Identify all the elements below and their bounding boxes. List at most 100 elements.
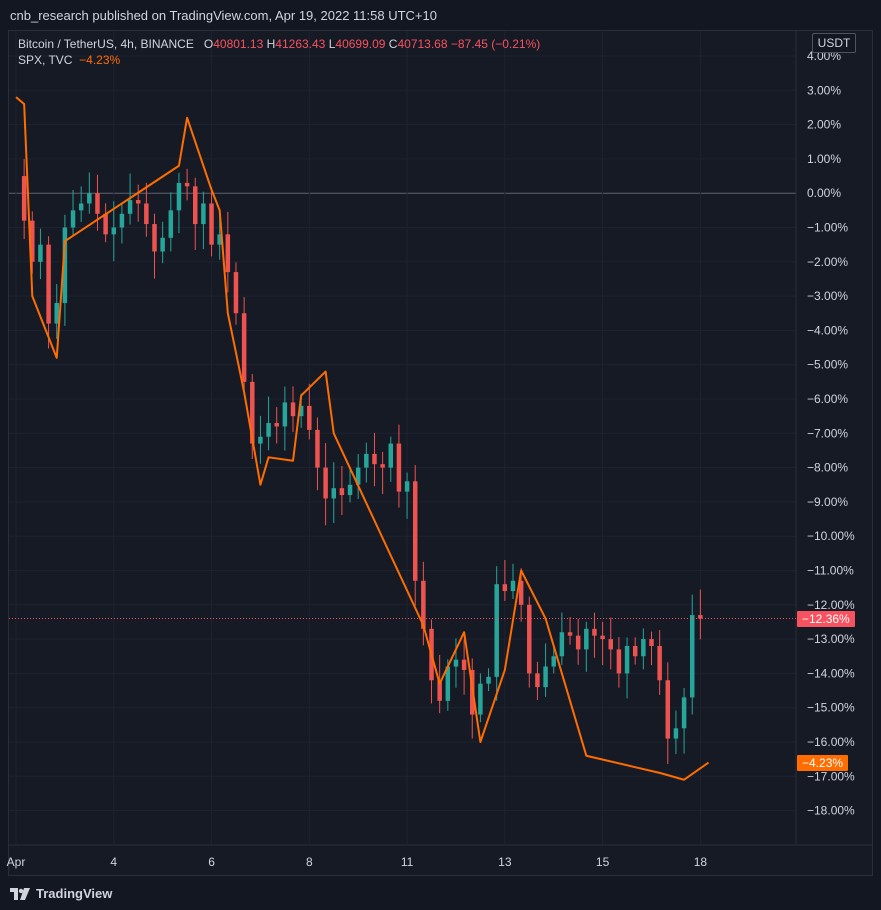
candle-body — [681, 697, 687, 729]
candle-body — [478, 683, 483, 715]
candle-body — [184, 182, 190, 187]
candle-body — [388, 443, 394, 468]
candle-body — [421, 580, 426, 629]
x-tick-label: 4 — [110, 855, 117, 869]
tradingview-logo[interactable]: TradingView — [10, 886, 112, 901]
candle-body — [355, 467, 361, 485]
y-tick-label: −4.00% — [807, 323, 848, 337]
candle-body — [54, 302, 59, 324]
legend-change: −87.45 (−0.21%) — [450, 37, 541, 51]
candle-body — [412, 481, 418, 581]
y-tick-label: −2.00% — [807, 255, 848, 269]
candle-body — [649, 639, 654, 646]
candle-body — [168, 210, 174, 238]
candle-body — [298, 405, 304, 417]
candle-body — [307, 405, 312, 430]
y-tick-label: −16.00% — [807, 735, 855, 749]
candle-body — [641, 639, 646, 657]
candle-body — [315, 429, 320, 468]
spx-line — [15, 96, 710, 781]
currency-button[interactable]: USDT — [812, 33, 856, 53]
legend-c-label: C — [388, 37, 398, 51]
candle-body — [70, 210, 76, 228]
y-tick-label: −10.00% — [807, 529, 855, 543]
legend-l-value: 40699.09 — [335, 37, 386, 51]
tradingview-brand: TradingView — [36, 886, 113, 901]
y-tick-label: −5.00% — [807, 358, 848, 372]
candle-body — [698, 615, 703, 619]
y-tick-label: 1.00% — [807, 152, 841, 166]
candle-body — [274, 423, 279, 427]
y-tick-label: 3.00% — [807, 83, 841, 97]
candle-body — [103, 213, 108, 235]
candle-body — [624, 645, 630, 674]
candle-body — [135, 200, 141, 204]
candle-body — [258, 436, 263, 444]
legend-o-label: O — [203, 37, 214, 51]
candle-body — [608, 639, 613, 650]
candle-body — [30, 220, 35, 262]
candle-body — [510, 580, 516, 592]
candle-body — [445, 666, 451, 701]
y-tick-label: 0.00% — [807, 186, 841, 200]
published-text: cnb_research published on TradingView.co… — [10, 8, 437, 23]
candle-body — [665, 680, 671, 739]
candle-body — [323, 467, 328, 499]
x-tick-label: Apr — [7, 855, 26, 869]
candle-body — [592, 628, 597, 636]
candle-body — [250, 381, 255, 444]
x-tick-label: 6 — [208, 855, 215, 869]
candle-body — [144, 203, 149, 225]
candle-body — [559, 632, 565, 657]
candle-body — [111, 227, 117, 235]
candle-body — [160, 237, 165, 252]
legend-spx-symbol[interactable]: SPX, TVC — [18, 53, 73, 67]
chart-frame[interactable] — [8, 30, 873, 876]
candle-body — [543, 666, 548, 688]
candle-body — [282, 402, 288, 427]
candle-body — [87, 193, 92, 204]
candle-body — [461, 659, 467, 670]
y-tick-label: −12.00% — [807, 598, 855, 612]
candle-body — [437, 680, 442, 701]
candle-body — [502, 584, 508, 592]
candle-body — [152, 224, 157, 252]
legend-spx-value: −4.23% — [79, 53, 121, 67]
y-tick-label: −3.00% — [807, 289, 848, 303]
btc-last-badge: −12.36% — [797, 610, 855, 627]
candle-body — [527, 604, 532, 674]
candle-body — [551, 656, 556, 667]
tradingview-logo-icon — [10, 887, 30, 900]
x-tick-label: 13 — [498, 855, 512, 869]
y-tick-label: −11.00% — [807, 564, 854, 578]
candle-body — [21, 176, 27, 221]
legend: Bitcoin / TetherUS, 4h, BINANCE O40801.1… — [18, 36, 540, 68]
y-tick-label: 2.00% — [807, 118, 841, 132]
y-tick-label: −17.00% — [807, 769, 855, 783]
y-tick-label: −1.00% — [807, 221, 848, 235]
y-tick-label: −7.00% — [807, 426, 848, 440]
y-tick-label: −18.00% — [807, 804, 855, 818]
y-tick-label: −6.00% — [807, 392, 848, 406]
candle-body — [331, 488, 336, 499]
candle-body — [95, 193, 100, 214]
legend-symbol[interactable]: Bitcoin / TetherUS, 4h, BINANCE — [18, 37, 194, 51]
candle-body — [584, 628, 589, 650]
candle-body — [225, 234, 231, 273]
candle-body — [217, 234, 222, 245]
candle-body — [632, 645, 638, 657]
candle-body — [266, 423, 271, 437]
y-tick-label: −13.00% — [807, 632, 855, 646]
candle-body — [241, 313, 247, 382]
candle-body — [396, 443, 402, 492]
candle-body — [201, 203, 206, 225]
candle-body — [46, 244, 51, 324]
candle-body — [193, 186, 198, 225]
candle-body — [372, 453, 377, 465]
candle-body — [567, 632, 573, 636]
x-tick-label: 15 — [596, 855, 610, 869]
y-tick-label: −15.00% — [807, 701, 855, 715]
candle-body — [78, 203, 84, 211]
y-tick-label: −8.00% — [807, 461, 848, 475]
